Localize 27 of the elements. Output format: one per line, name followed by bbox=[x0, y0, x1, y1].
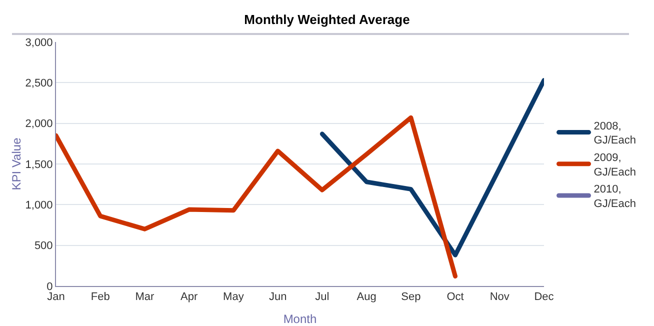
x-tick-label: Jun bbox=[268, 291, 287, 304]
x-tick-label: Sep bbox=[401, 291, 421, 304]
line-series bbox=[56, 115, 458, 278]
y-tick-label: 2,500 bbox=[25, 78, 53, 90]
x-tick-label: Nov bbox=[490, 291, 510, 304]
x-tick-label: Apr bbox=[180, 291, 198, 304]
y-axis-title: KPI Value bbox=[9, 137, 24, 190]
y-tick-label: 3,000 bbox=[25, 36, 53, 49]
x-tick-label: Jan bbox=[47, 291, 65, 304]
x-tick-label: Mar bbox=[135, 291, 155, 304]
line-series bbox=[320, 78, 544, 258]
legend-label: 2009, GJ/Each bbox=[594, 152, 636, 178]
x-tick-label: Feb bbox=[90, 291, 110, 304]
x-axis-title: Month bbox=[283, 312, 317, 326]
y-tick-label: 0 bbox=[46, 280, 53, 293]
legend-label: 2008, GJ/Each bbox=[594, 120, 636, 147]
x-tick-label: Dec bbox=[534, 291, 554, 304]
y-tick-label: 1,000 bbox=[25, 200, 53, 212]
x-tick-label: Oct bbox=[446, 291, 464, 304]
y-tick-label: 500 bbox=[34, 240, 53, 252]
x-tick-label: May bbox=[223, 291, 244, 304]
y-tick-label: 2,000 bbox=[25, 118, 53, 130]
legend-label: 2010, GJ/Each bbox=[594, 184, 636, 210]
x-tick-label: Aug bbox=[356, 291, 376, 304]
y-tick-label: 1,500 bbox=[25, 158, 53, 171]
x-tick-label: Jul bbox=[315, 291, 330, 304]
chart-title: Monthly Weighted Average bbox=[244, 12, 410, 27]
